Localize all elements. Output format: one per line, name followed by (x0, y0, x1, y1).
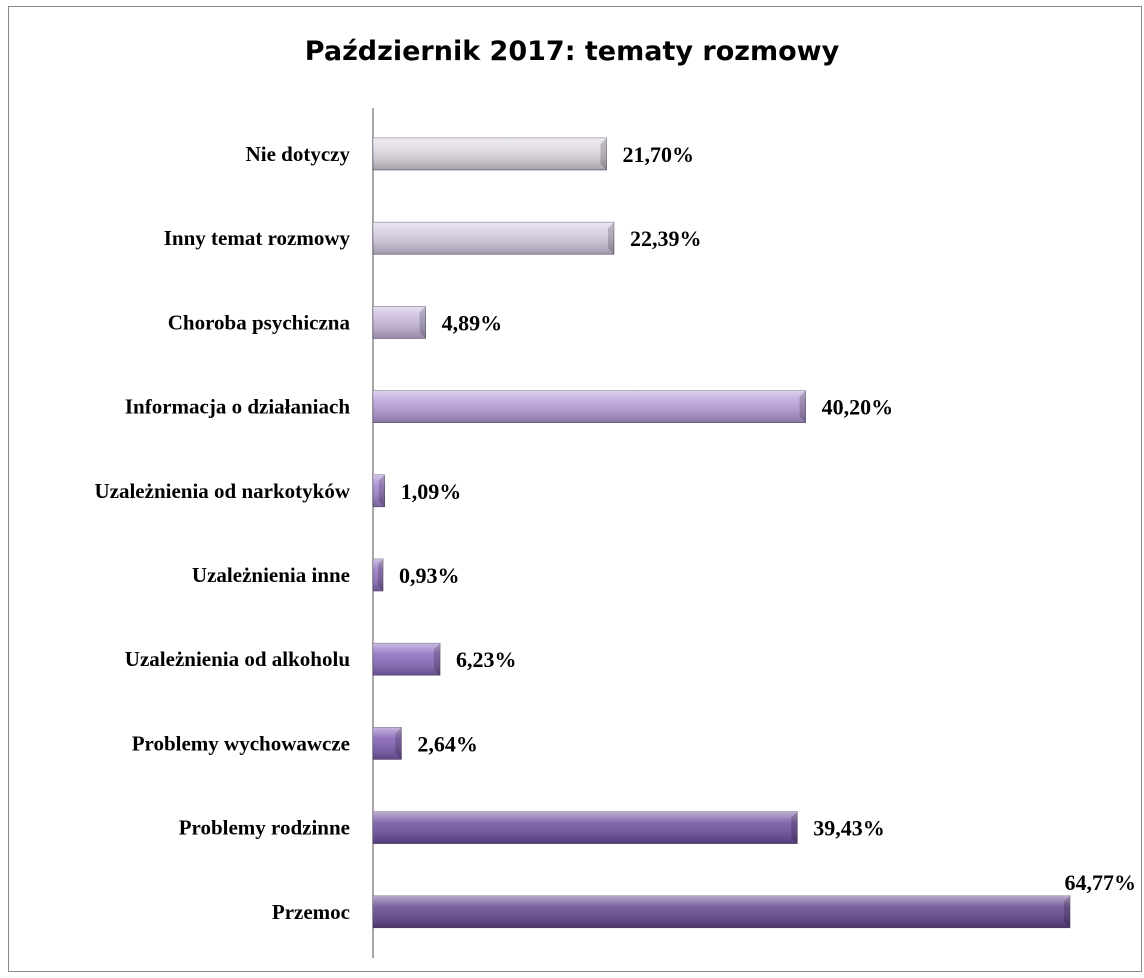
category-label: Problemy wychowawcze (132, 731, 350, 755)
bar-cap (434, 643, 441, 676)
bar-shine (373, 559, 384, 591)
category-label: Uzależnienia od narkotyków (94, 479, 350, 503)
value-label: 64,77% (1065, 870, 1137, 895)
bar (372, 727, 402, 760)
bar-cap (791, 811, 798, 844)
category-label: Choroba psychiczna (168, 310, 351, 334)
value-label: 21,70% (623, 142, 695, 167)
value-label: 4,89% (442, 310, 503, 335)
value-label: 6,23% (456, 647, 517, 672)
bar-shine (373, 390, 806, 423)
bar-shine (373, 138, 607, 170)
bar-shine (373, 643, 441, 676)
bar-cap (378, 474, 385, 507)
bar-shine (373, 306, 426, 339)
bar (372, 137, 607, 171)
bar-cap (799, 390, 806, 423)
category-label: Inny temat rozmowy (164, 226, 351, 250)
bar-shine (373, 895, 1070, 928)
bar (372, 306, 426, 339)
bar-shine (373, 811, 798, 844)
bar-cap (395, 727, 402, 760)
bar-cap (1064, 895, 1070, 928)
bar-shine (373, 222, 614, 255)
bar (372, 390, 806, 423)
value-label: 0,93% (399, 563, 460, 588)
bar-shine (373, 474, 385, 507)
category-label: Informacja o działaniach (125, 395, 350, 419)
chart-title: Październik 2017: tematy rozmowy (304, 36, 840, 67)
bar-cap (600, 138, 607, 170)
value-label: 40,20% (822, 395, 894, 420)
category-label: Przemoc (272, 900, 350, 924)
value-label: 2,64% (417, 731, 478, 756)
value-label: 22,39% (630, 226, 702, 251)
bar (372, 221, 615, 255)
category-label: Uzależnienia od alkoholu (125, 647, 351, 671)
bar-shine (373, 727, 402, 760)
value-label: 39,43% (813, 816, 885, 841)
category-label: Problemy rodzinne (179, 816, 350, 840)
value-label: 1,09% (401, 479, 462, 504)
bar (372, 895, 1071, 929)
category-label: Uzależnienia inne (192, 563, 350, 587)
bar-cap (419, 306, 426, 339)
bar (372, 811, 798, 844)
category-label: Nie dotyczy (246, 142, 351, 166)
bar (372, 642, 441, 676)
bar (372, 558, 384, 592)
bar-cap (378, 559, 384, 591)
bar-cap (607, 222, 614, 255)
bar (372, 474, 386, 508)
